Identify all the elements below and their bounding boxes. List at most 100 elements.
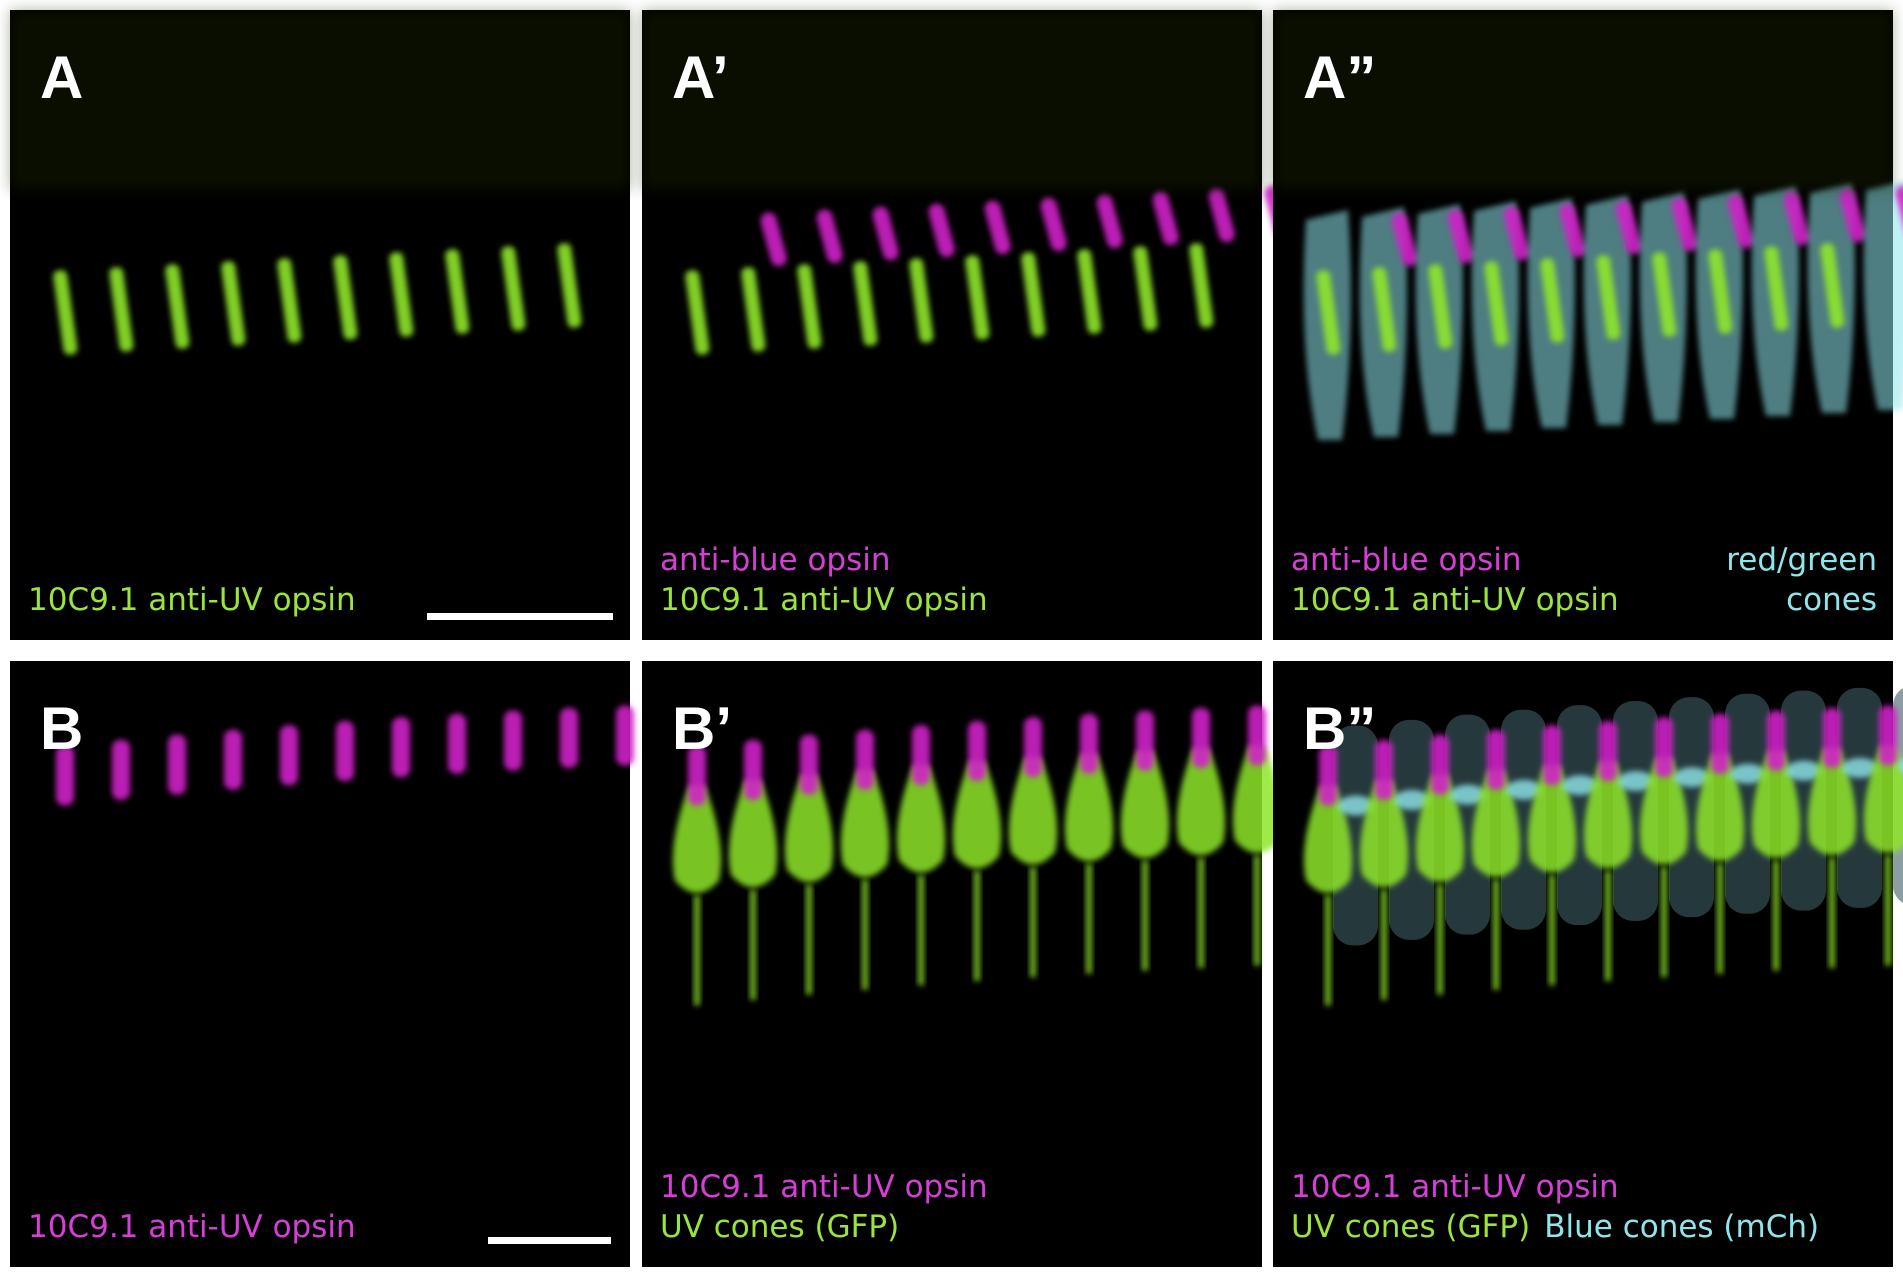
mch-dots bbox=[1674, 767, 1710, 788]
blue-opsin bbox=[1208, 188, 1235, 243]
blue-opsin bbox=[1447, 209, 1474, 264]
mch-dots bbox=[1842, 757, 1878, 778]
uv-cone bbox=[1176, 747, 1226, 856]
uv-opsin bbox=[688, 745, 706, 806]
blue-opsin bbox=[1503, 206, 1530, 261]
uv-opsin bbox=[1652, 252, 1677, 337]
uv-cone-axon bbox=[1086, 863, 1092, 974]
uv-opsin bbox=[224, 729, 242, 790]
uv-cone bbox=[1303, 785, 1353, 893]
uv-cone bbox=[896, 765, 946, 873]
blue-opsin bbox=[1671, 197, 1698, 252]
uv-opsin bbox=[1879, 705, 1897, 766]
uv-cone bbox=[840, 769, 890, 878]
caption-segment: 10C9.1 anti-UV opsin bbox=[1291, 1169, 1619, 1205]
scale-bar bbox=[427, 613, 613, 620]
uv-cone bbox=[1415, 774, 1465, 883]
uv-opsin bbox=[1708, 249, 1733, 334]
caption: 10C9.1 anti-UV opsin bbox=[28, 582, 356, 618]
uv-cone-axon bbox=[1142, 860, 1148, 971]
caption: 10C9.1 anti-UV opsin bbox=[660, 1169, 988, 1205]
uv-opsin bbox=[53, 270, 78, 355]
micrograph bbox=[672, 705, 1282, 1006]
blue-opsin bbox=[984, 200, 1011, 255]
panel-label: B bbox=[40, 695, 83, 762]
caption: 10C9.1 anti-UV opsin bbox=[1291, 582, 1619, 618]
blue-cone bbox=[1389, 719, 1434, 940]
uv-opsin bbox=[909, 258, 934, 343]
blue-cone bbox=[1837, 687, 1882, 908]
uv-opsin bbox=[112, 739, 130, 800]
uv-opsin bbox=[1764, 246, 1789, 331]
uv-opsin bbox=[1021, 252, 1046, 337]
caption: 10C9.1 anti-UV opsin bbox=[660, 582, 988, 618]
uv-cone bbox=[1639, 757, 1689, 865]
uv-cone bbox=[1863, 745, 1903, 853]
caption-segment: 10C9.1 anti-UV opsin bbox=[28, 582, 356, 618]
uv-cone-axon bbox=[750, 889, 756, 1000]
uv-cone bbox=[1008, 757, 1058, 865]
uv-opsin bbox=[1375, 739, 1393, 800]
uv-cone bbox=[1120, 750, 1170, 859]
uv-cone-axon bbox=[694, 895, 700, 1006]
background-glow bbox=[1273, 10, 1893, 190]
blue-opsin bbox=[1783, 191, 1810, 246]
uv-cone-axon bbox=[1493, 879, 1499, 990]
uv-cone-axon bbox=[862, 879, 868, 990]
uv-opsin bbox=[1136, 710, 1154, 771]
caption: 10C9.1 anti-UV opsin bbox=[1291, 1169, 1619, 1205]
uv-cone bbox=[1583, 761, 1633, 869]
blue-cone bbox=[1781, 690, 1826, 911]
uv-opsin bbox=[165, 264, 190, 349]
uv-cone-axon bbox=[974, 871, 980, 981]
blue-opsin bbox=[1615, 200, 1642, 255]
uv-opsin bbox=[744, 739, 762, 800]
uv-opsin bbox=[56, 745, 74, 806]
uv-opsin bbox=[336, 721, 354, 781]
uv-cone-axon bbox=[1549, 875, 1555, 986]
uv-cone-axon bbox=[1829, 857, 1835, 968]
uv-cone bbox=[1471, 769, 1521, 878]
caption: 10C9.1 anti-UV opsin bbox=[28, 1209, 356, 1245]
caption-segment: 10C9.1 anti-UV opsin bbox=[28, 1209, 356, 1245]
uv-opsin bbox=[389, 252, 414, 337]
blue-cone bbox=[1445, 714, 1490, 935]
uv-cone-axon bbox=[1198, 857, 1204, 968]
blue-opsin bbox=[1895, 185, 1903, 240]
mch-dots bbox=[1394, 789, 1430, 810]
caption-segment: UV cones (GFP) bbox=[1291, 1209, 1530, 1245]
caption-segment: anti-blue opsin bbox=[660, 542, 891, 578]
mch-dots bbox=[1562, 775, 1598, 796]
panel: A’ anti-blue opsin 10C9.1 anti-UV opsin bbox=[642, 10, 1291, 640]
uv-opsin bbox=[1428, 264, 1453, 349]
uv-cone bbox=[672, 785, 722, 893]
caption: cones bbox=[1786, 582, 1877, 618]
mch-dots bbox=[1730, 763, 1766, 784]
uv-opsin bbox=[504, 710, 522, 771]
uv-opsin bbox=[1767, 710, 1785, 771]
uv-opsin bbox=[1319, 745, 1337, 806]
uv-opsin bbox=[856, 729, 874, 790]
blue-opsin bbox=[1152, 191, 1179, 246]
uv-opsin bbox=[501, 246, 526, 331]
background-glow bbox=[642, 10, 1262, 190]
blue-opsin bbox=[1391, 212, 1418, 267]
uv-cone bbox=[1527, 765, 1577, 873]
panel: B 10C9.1 anti-UV opsin bbox=[10, 661, 634, 1267]
uv-opsin bbox=[221, 261, 246, 346]
uv-opsin bbox=[1820, 243, 1845, 328]
uv-opsin bbox=[1540, 258, 1565, 343]
uv-opsin bbox=[1823, 707, 1841, 768]
uv-opsin bbox=[1248, 705, 1266, 766]
mch-dots bbox=[1450, 784, 1486, 805]
caption: UV cones (GFP) Blue cones (mCh) bbox=[1291, 1209, 1819, 1245]
micrograph bbox=[1303, 687, 1903, 1006]
uv-cone-axon bbox=[1773, 860, 1779, 971]
uv-opsin bbox=[1596, 255, 1621, 340]
uv-opsin bbox=[1372, 267, 1397, 352]
caption-segment: 10C9.1 anti-UV opsin bbox=[660, 1169, 988, 1205]
cone-cell bbox=[1863, 181, 1903, 410]
uv-cone bbox=[728, 779, 778, 888]
uv-opsin bbox=[968, 721, 986, 781]
